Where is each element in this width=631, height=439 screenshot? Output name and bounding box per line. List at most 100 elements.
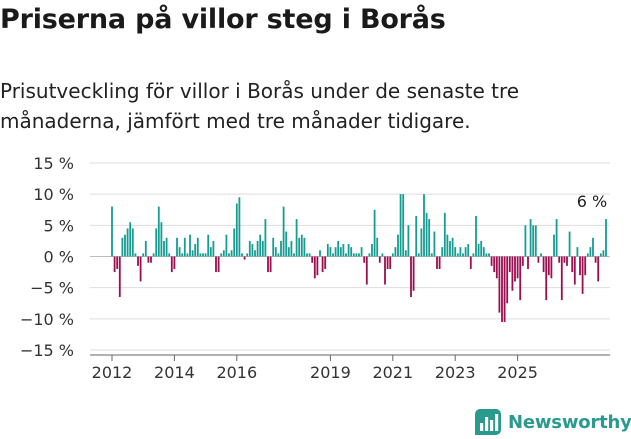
x-tick-label: 2023	[435, 363, 476, 382]
bar	[464, 247, 467, 257]
bar	[443, 212, 446, 257]
bar	[594, 256, 597, 263]
bar	[495, 256, 498, 279]
bar	[597, 256, 600, 282]
bar	[378, 256, 381, 263]
bar	[402, 194, 405, 257]
bar	[152, 253, 155, 257]
bar	[311, 256, 314, 263]
bar	[558, 256, 561, 263]
bar	[139, 256, 142, 282]
bar	[147, 256, 150, 263]
bar	[212, 240, 215, 257]
bar	[142, 253, 145, 257]
bar	[251, 244, 254, 257]
bar	[287, 247, 290, 257]
bar	[186, 253, 189, 257]
bar-chart-logo-icon	[475, 409, 501, 435]
bar	[605, 219, 607, 257]
bar	[438, 256, 441, 269]
bar	[446, 234, 449, 257]
bar	[274, 247, 277, 257]
y-tick-label: −5 %	[30, 279, 74, 298]
bar	[545, 256, 548, 301]
bar	[339, 247, 342, 257]
bar	[482, 247, 485, 257]
bar	[163, 240, 165, 257]
bar	[384, 256, 386, 285]
bar	[230, 250, 233, 257]
chart-subtitle: Prisutveckling för villor i Borås under …	[0, 79, 520, 133]
bar	[560, 256, 563, 301]
bar	[454, 247, 457, 257]
bar	[368, 253, 371, 257]
bar	[352, 253, 355, 257]
bar	[485, 253, 488, 257]
bar	[345, 253, 347, 257]
bar	[248, 240, 251, 257]
bar	[391, 253, 394, 257]
bar	[246, 253, 249, 257]
bar	[534, 225, 537, 257]
bar	[365, 256, 368, 285]
bar	[134, 253, 137, 257]
bar	[228, 253, 230, 257]
bar	[303, 237, 306, 257]
bar	[131, 228, 134, 257]
bar	[129, 222, 132, 257]
bar	[532, 225, 535, 257]
bar	[508, 256, 511, 273]
bar	[168, 253, 171, 257]
bar	[173, 256, 176, 269]
bar	[599, 253, 602, 257]
y-tick-label: −15 %	[20, 341, 74, 360]
bar	[137, 256, 139, 266]
bar	[602, 250, 605, 257]
bar	[121, 237, 124, 257]
bar	[160, 222, 163, 257]
bar	[467, 244, 470, 257]
bar	[209, 247, 212, 257]
bar	[191, 250, 194, 257]
bar	[425, 212, 428, 257]
bar	[150, 256, 152, 263]
bar	[423, 194, 425, 257]
bar	[306, 253, 308, 257]
bar	[225, 234, 228, 257]
y-tick-label: 5 %	[44, 216, 74, 235]
bar	[550, 256, 553, 279]
bar	[254, 250, 256, 257]
bar	[285, 231, 288, 257]
bar	[118, 256, 121, 298]
bar	[178, 247, 181, 257]
bar	[503, 256, 506, 322]
brand-logo[interactable]: Newsworthy	[474, 408, 631, 436]
bar	[462, 253, 464, 257]
bar	[451, 237, 454, 257]
bar	[475, 215, 477, 257]
bar	[540, 253, 542, 257]
bar	[264, 219, 267, 257]
bar	[199, 253, 202, 257]
bar	[222, 250, 225, 257]
bar	[480, 240, 483, 257]
bar	[350, 247, 353, 257]
bar	[272, 237, 275, 257]
bar	[326, 244, 329, 257]
bar	[290, 240, 293, 257]
bar	[493, 256, 496, 273]
bar	[436, 256, 438, 269]
bar	[511, 256, 514, 291]
last-value-label: 6 %	[577, 192, 607, 211]
bar	[563, 256, 566, 263]
bar	[404, 250, 407, 257]
bar	[204, 253, 207, 257]
bar	[215, 256, 217, 273]
y-tick-label: 15 %	[33, 154, 74, 173]
bar	[566, 256, 568, 266]
bar	[342, 244, 345, 257]
bar	[332, 253, 334, 257]
bar	[259, 234, 262, 257]
bar	[300, 234, 303, 257]
bar	[321, 256, 324, 273]
